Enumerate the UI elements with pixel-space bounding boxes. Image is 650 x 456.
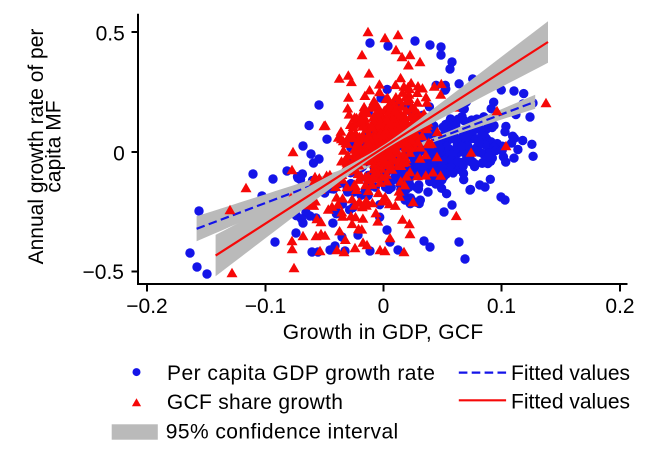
svg-text:0.1: 0.1 xyxy=(487,295,516,318)
svg-text:0: 0 xyxy=(113,142,125,165)
svg-text:−0.5: −0.5 xyxy=(83,261,124,284)
svg-text:0: 0 xyxy=(378,295,390,318)
svg-text:Fitted values: Fitted values xyxy=(511,362,630,385)
svg-text:95% confidence interval: 95% confidence interval xyxy=(166,421,399,444)
svg-text:capita MF: capita MF xyxy=(43,100,66,192)
svg-text:Fitted values: Fitted values xyxy=(511,391,630,414)
svg-text:Per capita GDP growth rate: Per capita GDP growth rate xyxy=(167,362,435,385)
svg-text:−0.2: −0.2 xyxy=(126,295,167,318)
svg-text:GCF share growth: GCF share growth xyxy=(167,391,343,414)
svg-text:Growth in GDP, GCF: Growth in GDP, GCF xyxy=(283,321,484,344)
svg-text:Annual growth rate of per: Annual growth rate of per xyxy=(25,29,48,265)
svg-text:0.5: 0.5 xyxy=(96,22,125,45)
svg-text:−0.1: −0.1 xyxy=(245,295,286,318)
svg-text:0.2: 0.2 xyxy=(605,295,634,318)
